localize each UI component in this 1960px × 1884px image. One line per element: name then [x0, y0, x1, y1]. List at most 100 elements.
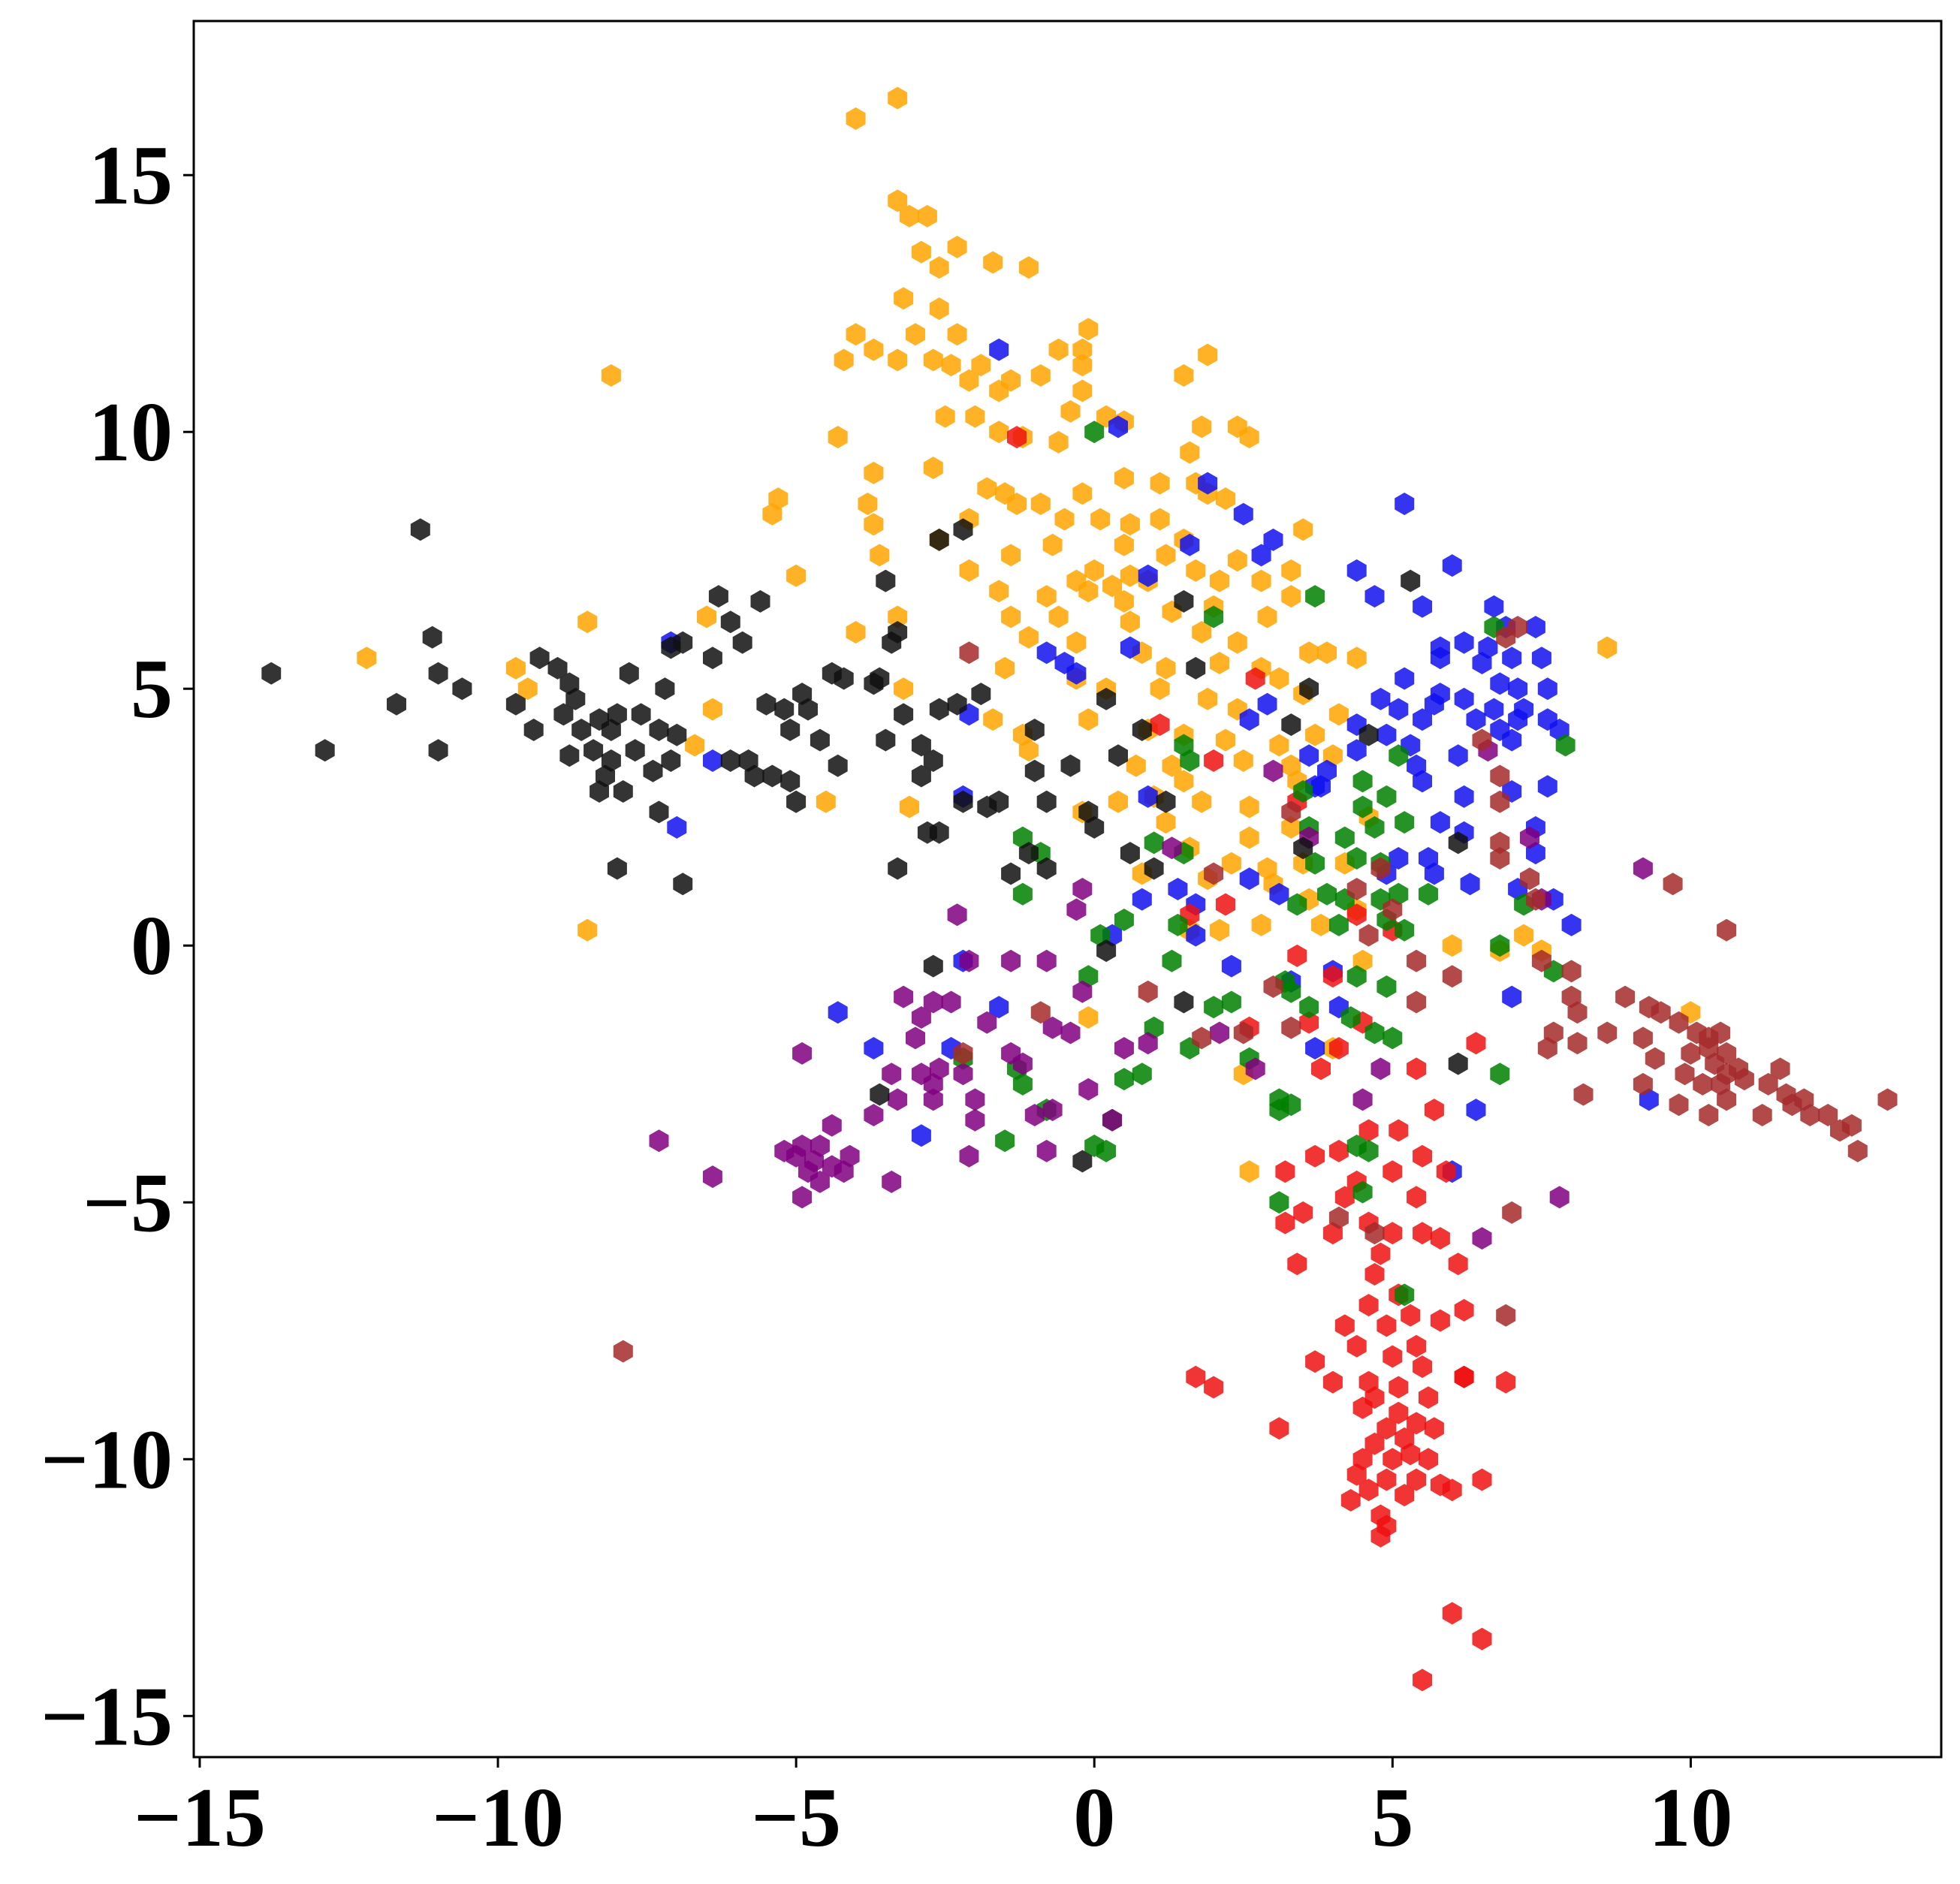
data-point	[1030, 364, 1051, 387]
data-point	[1358, 924, 1379, 947]
data-point	[1531, 647, 1551, 670]
data-point	[995, 1129, 1015, 1153]
data-point	[1180, 749, 1200, 772]
data-point	[1526, 888, 1545, 911]
data-point	[1358, 1479, 1379, 1502]
data-point	[1150, 472, 1170, 495]
data-point	[631, 703, 651, 726]
data-point	[1192, 415, 1212, 439]
data-point	[810, 1170, 830, 1193]
data-point	[935, 405, 955, 428]
data-point	[774, 698, 795, 721]
data-point	[911, 734, 931, 757]
data-point	[577, 918, 598, 942]
data-point	[959, 949, 979, 972]
data-point	[1287, 893, 1307, 916]
data-point	[1263, 528, 1283, 551]
data-point	[1520, 867, 1539, 891]
data-point	[1072, 354, 1093, 377]
data-point	[1078, 580, 1099, 603]
data-point	[876, 569, 896, 592]
data-point	[1036, 949, 1057, 972]
data-point	[1287, 944, 1307, 967]
data-point	[941, 990, 961, 1014]
data-point	[1060, 754, 1081, 777]
data-point	[1352, 795, 1373, 818]
data-point	[619, 662, 639, 685]
data-point	[1352, 1396, 1373, 1419]
data-point	[1269, 1191, 1289, 1214]
data-point	[1138, 980, 1158, 1003]
data-point	[1299, 996, 1319, 1019]
data-point	[1281, 559, 1301, 582]
data-point	[1358, 723, 1379, 746]
data-point	[1072, 379, 1093, 402]
data-point	[1030, 493, 1051, 515]
data-point	[1281, 1016, 1301, 1039]
data-point	[1012, 1052, 1033, 1075]
data-point	[941, 354, 961, 377]
data-point	[1377, 975, 1397, 998]
data-point	[1120, 610, 1140, 634]
data-point	[1383, 1222, 1403, 1245]
data-point	[780, 770, 801, 793]
data-point	[685, 734, 705, 757]
data-point	[911, 240, 931, 264]
data-point	[1186, 656, 1206, 680]
data-point	[1001, 544, 1021, 567]
data-point	[1120, 564, 1140, 587]
data-point	[959, 641, 979, 665]
data-point	[1281, 585, 1301, 608]
data-point	[1377, 785, 1397, 808]
data-point	[1472, 1468, 1492, 1491]
data-point	[923, 1088, 943, 1111]
data-point	[1454, 1298, 1474, 1322]
data-point	[959, 369, 979, 392]
data-point	[1162, 754, 1182, 777]
data-point	[452, 677, 472, 701]
data-point	[1299, 1011, 1319, 1034]
data-point	[1496, 625, 1516, 649]
data-point	[1597, 636, 1618, 659]
y-tick-label: 0	[131, 900, 173, 993]
data-point	[1675, 1063, 1695, 1086]
data-point	[923, 1072, 943, 1096]
points-layer	[261, 86, 1898, 1692]
data-point	[1448, 1052, 1468, 1075]
data-point	[1419, 1448, 1438, 1471]
data-point	[1036, 1139, 1057, 1162]
data-point	[1263, 975, 1283, 998]
data-point	[1299, 641, 1319, 665]
data-point	[1120, 842, 1140, 865]
data-point	[1502, 647, 1522, 670]
data-point	[410, 518, 430, 541]
data-point	[1204, 862, 1224, 885]
data-point	[1221, 990, 1241, 1014]
data-point	[923, 749, 943, 772]
data-point	[756, 692, 776, 716]
data-point	[1036, 641, 1057, 665]
data-point	[1352, 1180, 1373, 1204]
data-point	[1072, 878, 1093, 900]
data-point	[1281, 980, 1301, 1003]
data-point	[923, 954, 943, 978]
data-point	[911, 764, 931, 788]
data-point	[517, 677, 538, 701]
data-point	[1460, 873, 1480, 896]
data-point	[1221, 852, 1241, 875]
data-point	[888, 86, 908, 110]
data-point	[917, 821, 937, 844]
data-point	[1305, 1350, 1325, 1373]
data-point	[613, 1340, 633, 1363]
data-point	[1419, 1386, 1438, 1409]
data-point	[1311, 1057, 1331, 1081]
data-point	[762, 764, 782, 788]
data-point	[1138, 564, 1158, 587]
data-point	[1132, 888, 1152, 911]
data-point	[1490, 847, 1510, 870]
data-point	[1227, 549, 1247, 572]
data-point	[1401, 569, 1421, 592]
data-point	[1096, 687, 1117, 710]
data-point	[428, 662, 448, 685]
data-point	[947, 692, 967, 716]
